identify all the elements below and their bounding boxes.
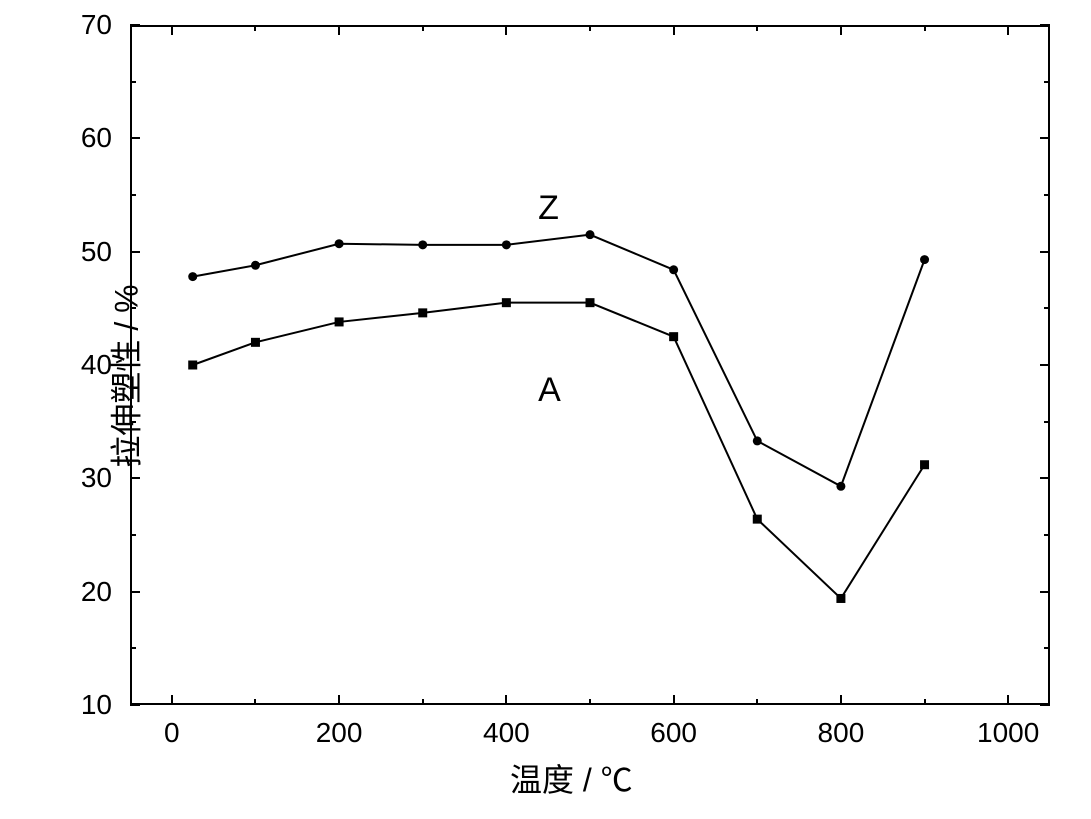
x-tick-label: 600 — [634, 717, 714, 749]
marker-Z — [753, 436, 762, 445]
marker-A — [335, 317, 344, 326]
tick-mark — [130, 137, 140, 139]
tick-mark — [130, 307, 136, 309]
marker-Z — [669, 265, 678, 274]
marker-Z — [418, 240, 427, 249]
marker-Z — [586, 230, 595, 239]
tick-mark — [130, 704, 140, 706]
tick-mark — [1040, 137, 1050, 139]
tick-mark — [130, 477, 140, 479]
series-label-Z: Z — [538, 189, 559, 228]
tick-mark — [130, 421, 136, 423]
tick-mark — [130, 81, 136, 83]
x-axis-label: 温度 / ℃ — [510, 755, 633, 801]
tick-mark — [1044, 307, 1050, 309]
tick-mark — [840, 695, 842, 705]
marker-Z — [251, 261, 260, 270]
x-tick-label: 200 — [299, 717, 379, 749]
series-label-A: A — [538, 371, 561, 410]
tick-mark — [1044, 194, 1050, 196]
tick-mark — [1040, 24, 1050, 26]
series-line-Z — [193, 235, 925, 487]
tick-mark — [254, 699, 256, 705]
tick-mark — [130, 591, 140, 593]
marker-A — [836, 594, 845, 603]
chart-container: 拉伸塑性 / % 温度 / ℃ 10203040506070 020040060… — [0, 0, 1091, 819]
tick-mark — [338, 25, 340, 35]
tick-mark — [1044, 534, 1050, 536]
tick-mark — [1044, 647, 1050, 649]
x-tick-label: 1000 — [968, 717, 1048, 749]
marker-A — [753, 515, 762, 524]
y-tick-label: 10 — [81, 689, 112, 721]
marker-A — [586, 298, 595, 307]
tick-mark — [924, 25, 926, 31]
tick-mark — [505, 25, 507, 35]
tick-mark — [130, 24, 140, 26]
marker-A — [669, 332, 678, 341]
tick-mark — [756, 25, 758, 31]
marker-Z — [836, 482, 845, 491]
tick-mark — [673, 25, 675, 35]
y-tick-label: 20 — [81, 576, 112, 608]
tick-mark — [130, 251, 140, 253]
marker-A — [188, 361, 197, 370]
marker-Z — [335, 239, 344, 248]
y-tick-label: 30 — [81, 462, 112, 494]
tick-mark — [1007, 25, 1009, 35]
marker-A — [920, 460, 929, 469]
y-tick-label: 70 — [81, 9, 112, 41]
tick-mark — [422, 25, 424, 31]
tick-mark — [1040, 591, 1050, 593]
tick-mark — [589, 699, 591, 705]
y-tick-label: 40 — [81, 349, 112, 381]
tick-mark — [840, 25, 842, 35]
tick-mark — [1007, 695, 1009, 705]
tick-mark — [673, 695, 675, 705]
x-tick-label: 800 — [801, 717, 881, 749]
tick-mark — [171, 695, 173, 705]
tick-mark — [1044, 421, 1050, 423]
tick-mark — [589, 25, 591, 31]
y-tick-label: 60 — [81, 122, 112, 154]
tick-mark — [130, 194, 136, 196]
tick-mark — [254, 25, 256, 31]
tick-mark — [1044, 81, 1050, 83]
tick-mark — [505, 695, 507, 705]
x-tick-label: 400 — [466, 717, 546, 749]
tick-mark — [1040, 364, 1050, 366]
tick-mark — [1040, 704, 1050, 706]
marker-A — [502, 298, 511, 307]
tick-mark — [130, 364, 140, 366]
tick-mark — [924, 699, 926, 705]
y-tick-label: 50 — [81, 236, 112, 268]
marker-Z — [920, 255, 929, 264]
series-line-A — [193, 303, 925, 599]
marker-Z — [188, 272, 197, 281]
tick-mark — [422, 699, 424, 705]
marker-A — [251, 338, 260, 347]
tick-mark — [130, 534, 136, 536]
tick-mark — [1040, 477, 1050, 479]
tick-mark — [756, 699, 758, 705]
tick-mark — [130, 647, 136, 649]
marker-A — [418, 308, 427, 317]
tick-mark — [338, 695, 340, 705]
tick-mark — [1040, 251, 1050, 253]
tick-mark — [171, 25, 173, 35]
x-tick-label: 0 — [132, 717, 212, 749]
marker-Z — [502, 240, 511, 249]
